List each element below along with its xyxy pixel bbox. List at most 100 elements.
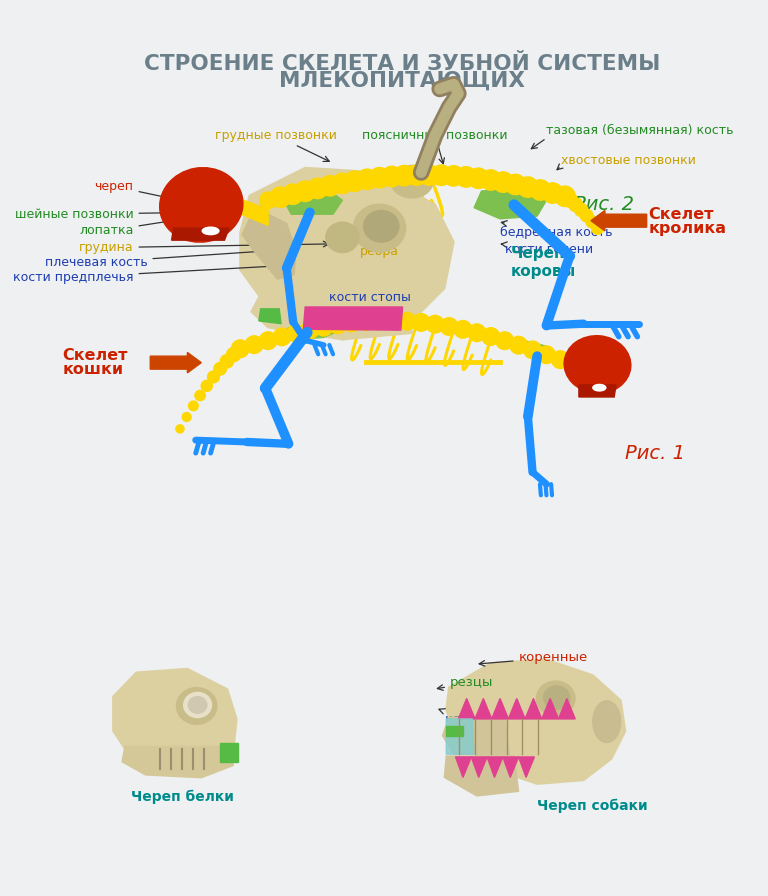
Circle shape [574, 203, 588, 217]
Circle shape [563, 194, 578, 208]
Circle shape [505, 174, 526, 194]
Circle shape [394, 166, 415, 185]
Ellipse shape [544, 686, 570, 709]
Circle shape [245, 336, 263, 353]
Text: ребра: ребра [360, 237, 399, 258]
Circle shape [357, 169, 377, 190]
Polygon shape [487, 757, 503, 778]
Circle shape [551, 351, 569, 368]
Circle shape [443, 166, 464, 186]
Text: Череп
коровы: Череп коровы [511, 246, 577, 279]
Polygon shape [455, 757, 472, 778]
Circle shape [468, 168, 488, 188]
Polygon shape [446, 659, 625, 784]
Circle shape [496, 332, 514, 349]
Ellipse shape [184, 693, 211, 718]
Text: бедренная кость: бедренная кость [500, 220, 613, 239]
Circle shape [419, 165, 439, 185]
Circle shape [270, 187, 290, 207]
Circle shape [295, 181, 316, 202]
Circle shape [345, 171, 365, 192]
Circle shape [426, 315, 444, 333]
Circle shape [468, 324, 485, 341]
Ellipse shape [326, 222, 359, 253]
Circle shape [371, 312, 389, 330]
Circle shape [554, 186, 575, 206]
Circle shape [510, 336, 528, 354]
Ellipse shape [188, 697, 207, 713]
Circle shape [231, 340, 249, 358]
Text: Череп белки: Череп белки [131, 789, 234, 804]
Circle shape [481, 170, 501, 190]
Circle shape [493, 172, 513, 193]
Circle shape [207, 371, 220, 383]
Polygon shape [474, 188, 547, 219]
Text: кости голени: кости голени [502, 242, 593, 256]
Polygon shape [220, 743, 238, 762]
Text: МЛЕКОПИТАЮЩИХ: МЛЕКОПИТАЮЩИХ [279, 71, 525, 90]
Circle shape [188, 401, 198, 410]
Ellipse shape [593, 701, 621, 743]
Text: грудина: грудина [79, 241, 329, 254]
Text: коренные: коренные [479, 651, 588, 666]
Circle shape [195, 391, 205, 401]
Ellipse shape [593, 384, 606, 391]
Text: тазовая (безымянная) кость: тазовая (безымянная) кость [547, 125, 734, 137]
Polygon shape [525, 699, 541, 719]
Ellipse shape [364, 211, 399, 242]
Text: клыки: клыки [439, 709, 488, 727]
Polygon shape [508, 699, 525, 719]
Circle shape [283, 184, 303, 204]
Circle shape [581, 210, 593, 222]
Polygon shape [541, 699, 558, 719]
Polygon shape [237, 197, 268, 225]
Text: кролика: кролика [648, 220, 727, 236]
Polygon shape [517, 340, 554, 358]
Polygon shape [579, 385, 616, 397]
Circle shape [315, 318, 333, 336]
Polygon shape [303, 307, 402, 330]
Polygon shape [282, 323, 340, 340]
Polygon shape [472, 757, 487, 778]
Circle shape [591, 223, 603, 235]
Circle shape [227, 348, 240, 362]
Circle shape [482, 328, 500, 345]
Ellipse shape [160, 168, 243, 242]
Ellipse shape [202, 228, 219, 235]
FancyArrow shape [591, 211, 647, 231]
Text: кости стопы: кости стопы [329, 291, 411, 323]
Polygon shape [122, 746, 233, 778]
Text: хвостовые позвонки: хвостовые позвонки [561, 154, 696, 167]
Text: Рис. 2: Рис. 2 [574, 195, 634, 214]
Circle shape [273, 328, 291, 346]
Text: Череп собаки: Череп собаки [537, 799, 647, 814]
Text: кошки: кошки [62, 362, 123, 376]
Circle shape [220, 355, 233, 368]
Polygon shape [558, 699, 575, 719]
Circle shape [356, 313, 374, 331]
Ellipse shape [354, 205, 405, 251]
Polygon shape [503, 757, 518, 778]
Polygon shape [242, 214, 296, 280]
Polygon shape [475, 699, 492, 719]
Polygon shape [446, 719, 474, 754]
Circle shape [369, 168, 389, 188]
Text: СТРОЕНИЕ СКЕЛЕТА И ЗУБНОЙ СИСТЕМЫ: СТРОЕНИЕ СКЕЛЕТА И ЗУБНОЙ СИСТЕМЫ [144, 54, 660, 74]
Circle shape [329, 316, 346, 333]
Polygon shape [492, 699, 508, 719]
Text: грудные позвонки: грудные позвонки [214, 129, 336, 161]
Circle shape [412, 314, 430, 332]
Circle shape [399, 313, 416, 330]
Circle shape [260, 192, 276, 209]
Polygon shape [251, 297, 412, 340]
Circle shape [233, 341, 248, 356]
Circle shape [530, 180, 551, 200]
Text: Скелет: Скелет [648, 207, 714, 221]
Circle shape [456, 167, 476, 187]
Circle shape [301, 321, 319, 339]
Text: лопатка: лопатка [79, 198, 306, 237]
Text: Скелет: Скелет [62, 348, 127, 363]
Circle shape [260, 332, 277, 349]
Circle shape [558, 189, 572, 203]
Circle shape [542, 183, 563, 203]
